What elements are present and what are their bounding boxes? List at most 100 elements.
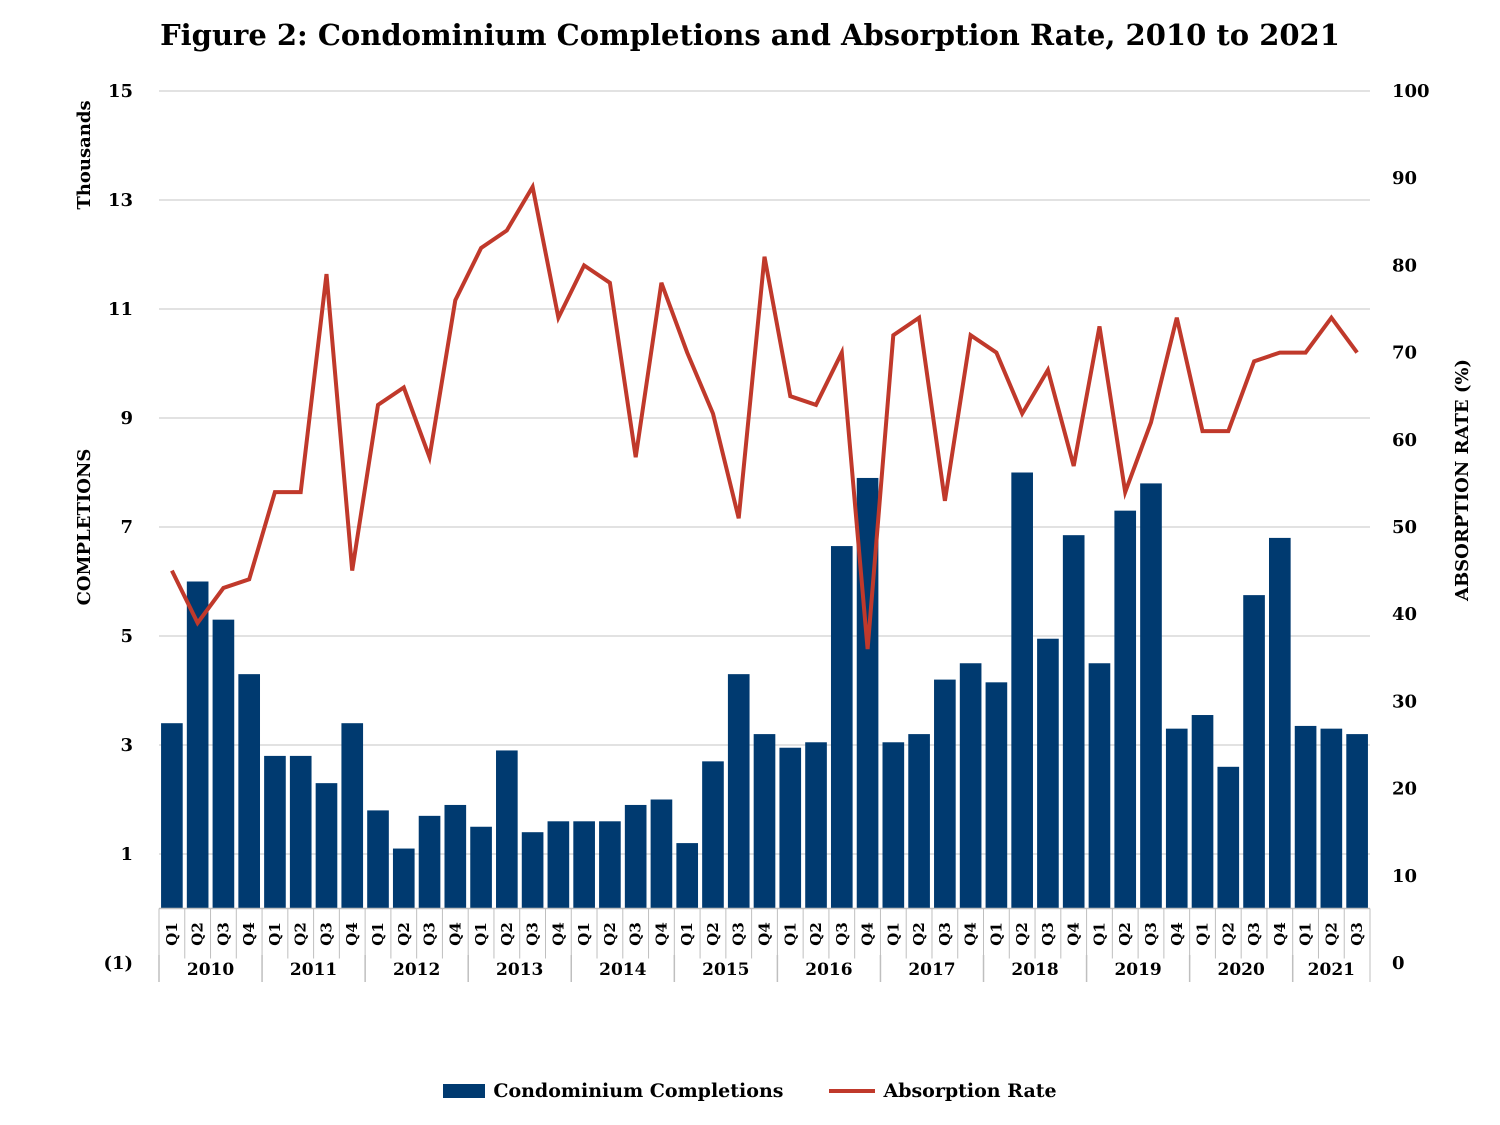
quarter-tick-label: Q2 xyxy=(1013,922,1031,946)
quarter-tick-label: Q3 xyxy=(214,922,232,946)
absorption-line-layer xyxy=(170,181,1359,650)
legend-swatch-completions xyxy=(443,1084,486,1098)
completions-bar xyxy=(985,682,1008,909)
completions-bar xyxy=(289,755,312,909)
completions-bar xyxy=(830,546,853,909)
left-tick-label: 7 xyxy=(120,517,133,538)
right-tick-label: 10 xyxy=(1392,866,1417,887)
completions-bar xyxy=(341,723,364,909)
left-tick-label: 15 xyxy=(108,81,133,102)
completions-bar xyxy=(186,581,209,909)
completions-bar xyxy=(882,742,905,909)
quarter-tick-label: Q2 xyxy=(1219,922,1237,946)
quarter-tick-label: Q3 xyxy=(421,922,439,946)
quarter-tick-label: Q4 xyxy=(549,922,567,946)
right-tick-label: 80 xyxy=(1392,255,1417,276)
quarter-tick-label: Q1 xyxy=(266,922,284,946)
legend-item-absorption: Absorption Rate xyxy=(829,1080,1057,1102)
chart-title: Figure 2: Condominium Completions and Ab… xyxy=(160,18,1340,52)
completions-bar xyxy=(470,826,492,909)
completions-bar xyxy=(1320,728,1343,909)
year-tick-label: 2012 xyxy=(393,960,440,980)
completions-bar xyxy=(1114,510,1137,909)
completions-bar xyxy=(599,821,621,909)
completions-bar xyxy=(1191,715,1214,909)
quarter-tick-label: Q3 xyxy=(627,922,645,946)
completions-bar xyxy=(1294,725,1317,909)
completions-bar xyxy=(161,723,183,909)
quarter-tick-label: Q4 xyxy=(756,922,774,946)
quarter-tick-label: Q1 xyxy=(472,922,490,946)
right-tick-label: 30 xyxy=(1392,691,1417,712)
left-tick-label: (1) xyxy=(103,953,133,974)
completions-bar xyxy=(1165,728,1188,909)
legend-item-completions: Condominium Completions xyxy=(443,1080,783,1102)
completions-bar xyxy=(1243,595,1265,909)
completions-bar xyxy=(779,747,802,909)
left-tick-label: 1 xyxy=(120,844,133,865)
completions-bar xyxy=(624,804,647,909)
quarter-tick-label: Q1 xyxy=(1297,922,1315,946)
completions-bar xyxy=(547,821,570,909)
quarter-tick-label: Q4 xyxy=(446,922,464,946)
absorption-rate-line xyxy=(170,181,1359,650)
completions-bar xyxy=(727,674,750,909)
completions-bar xyxy=(1140,483,1162,909)
quarter-tick-label: Q4 xyxy=(1168,922,1186,946)
completions-bar xyxy=(392,848,415,909)
right-tick-label: 70 xyxy=(1392,343,1417,364)
year-tick-label: 2016 xyxy=(805,960,852,980)
axes: 15131197531(1)1009080706050403020100Thou… xyxy=(74,81,1473,982)
right-tick-label: 90 xyxy=(1392,168,1417,189)
quarter-tick-label: Q3 xyxy=(524,922,542,946)
quarter-tick-label: Q4 xyxy=(962,922,980,946)
quarter-tick-label: Q3 xyxy=(833,922,851,946)
completions-bar xyxy=(650,799,673,909)
completions-bar xyxy=(573,821,595,909)
year-tick-label: 2018 xyxy=(1011,960,1058,980)
quarter-tick-label: Q1 xyxy=(884,922,902,946)
completions-bar xyxy=(315,783,338,909)
completions-bars xyxy=(161,472,1368,909)
legend: Condominium Completions Absorption Rate xyxy=(0,1080,1500,1102)
left-tick-label: 9 xyxy=(120,408,133,429)
completions-bar xyxy=(1346,734,1368,909)
right-tick-label: 20 xyxy=(1392,779,1417,800)
completions-bar xyxy=(1217,766,1240,909)
quarter-tick-label: Q2 xyxy=(807,922,825,946)
year-tick-label: 2010 xyxy=(187,960,234,980)
right-tick-label: 100 xyxy=(1392,81,1430,102)
quarter-tick-label: Q2 xyxy=(395,922,413,946)
year-tick-label: 2013 xyxy=(496,960,543,980)
completions-bar xyxy=(1037,638,1059,909)
quarter-tick-label: Q4 xyxy=(343,922,361,946)
right-tick-label: 60 xyxy=(1392,430,1417,451)
right-tick-label: 50 xyxy=(1392,517,1417,538)
quarter-tick-label: Q1 xyxy=(575,922,593,946)
completions-bar xyxy=(702,761,724,909)
quarter-tick-label: Q2 xyxy=(1116,922,1134,946)
quarter-tick-label: Q2 xyxy=(704,922,722,946)
year-tick-label: 2014 xyxy=(599,960,646,980)
completions-bar xyxy=(1062,535,1085,909)
legend-swatch-absorption xyxy=(829,1089,876,1093)
quarter-tick-label: Q4 xyxy=(652,922,670,946)
completions-bar xyxy=(521,832,544,909)
completions-bar xyxy=(959,663,982,909)
year-tick-label: 2015 xyxy=(702,960,749,980)
year-tick-label: 2021 xyxy=(1308,960,1355,980)
left-tick-label: 3 xyxy=(120,735,133,756)
completions-bar xyxy=(1268,537,1291,909)
completions-bar xyxy=(264,755,286,909)
quarter-tick-label: Q4 xyxy=(1065,922,1083,946)
completions-bar xyxy=(908,734,930,909)
quarter-tick-label: Q3 xyxy=(317,922,335,946)
completions-bar xyxy=(753,734,776,909)
year-tick-label: 2020 xyxy=(1218,960,1265,980)
year-tick-label: 2019 xyxy=(1114,960,1161,980)
completions-bar xyxy=(805,742,827,909)
quarter-tick-label: Q1 xyxy=(1090,922,1108,946)
quarter-tick-label: Q3 xyxy=(1348,922,1366,946)
legend-label-completions: Condominium Completions xyxy=(493,1080,784,1102)
